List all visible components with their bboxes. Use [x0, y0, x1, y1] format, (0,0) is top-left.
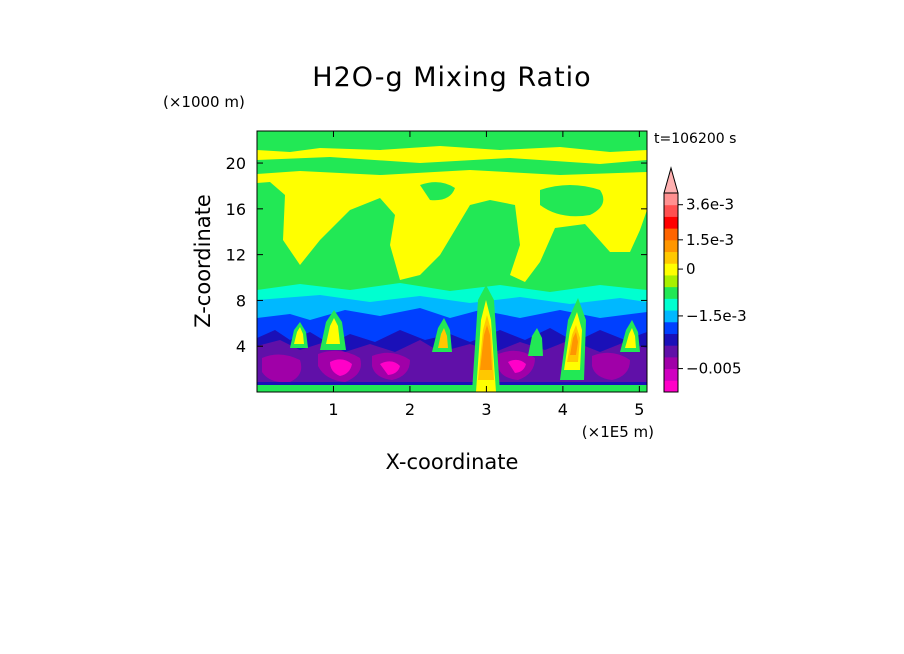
colorbar-frame: [663, 192, 679, 393]
colorbar-band: [664, 251, 678, 264]
colorbar-band: [664, 310, 678, 323]
colorbar-band: [664, 356, 678, 370]
colorbar-band: [664, 321, 678, 334]
x-tick-label: 1: [328, 400, 338, 419]
field-plumes: [290, 285, 640, 392]
y-unit-label: (×1000 m): [163, 93, 245, 111]
colorbar-band: [664, 263, 678, 276]
plot-area: [257, 131, 647, 392]
x-tick-label: 4: [558, 400, 568, 419]
x-tick-label: 2: [405, 400, 415, 419]
time-label: t=106200 s: [654, 131, 736, 147]
colorbar-band: [664, 193, 678, 206]
x-axis-ticks: 1 2 3 4 5: [328, 131, 644, 419]
y-tick-label: 8: [236, 291, 246, 310]
y-tick-label: 16: [226, 200, 246, 219]
colorbar-label: 1.5e-3: [686, 231, 734, 249]
colorbar-band: [664, 216, 678, 229]
colorbar-label: −0.005: [686, 360, 742, 378]
colorbar-label: 0: [686, 260, 696, 278]
colorbar: 3.6e-3 1.5e-3 0 −1.5e-3 −0.005: [663, 166, 747, 393]
colorbar-label: −1.5e-3: [686, 307, 747, 325]
colorbar-band: [664, 204, 678, 217]
x-tick-label: 5: [634, 400, 644, 419]
colorbar-band: [664, 274, 678, 288]
y-tick-label: 20: [226, 154, 246, 173]
colorbar-band: [664, 345, 678, 358]
field-surface-green: [257, 385, 647, 392]
colorbar-band: [664, 298, 678, 311]
colorbar-arrow: [663, 166, 679, 194]
field-purple: [257, 340, 647, 392]
plot-frame: [256, 130, 648, 393]
x-unit-label: (×1E5 m): [582, 423, 654, 441]
y-axis-ticks: 4 8 12 16 20: [226, 154, 647, 356]
x-tick-label: 3: [481, 400, 491, 419]
field-violet: [262, 350, 630, 383]
colorbar-band: [664, 368, 678, 381]
y-tick-label: 4: [236, 337, 246, 356]
colorbar-band: [664, 286, 678, 299]
colorbar-band: [664, 333, 678, 346]
y-axis-label: Z-coordinate: [191, 194, 215, 328]
field-upper-green: [257, 131, 647, 300]
x-axis-label: X-coordinate: [386, 450, 519, 474]
colorbar-band: [664, 239, 678, 253]
chart-title: H2O-g Mixing Ratio: [312, 62, 591, 93]
colorbar-band: [664, 380, 678, 393]
colorbar-label: 3.6e-3: [686, 196, 734, 214]
colorbar-band: [664, 228, 678, 241]
y-tick-label: 12: [226, 246, 246, 265]
